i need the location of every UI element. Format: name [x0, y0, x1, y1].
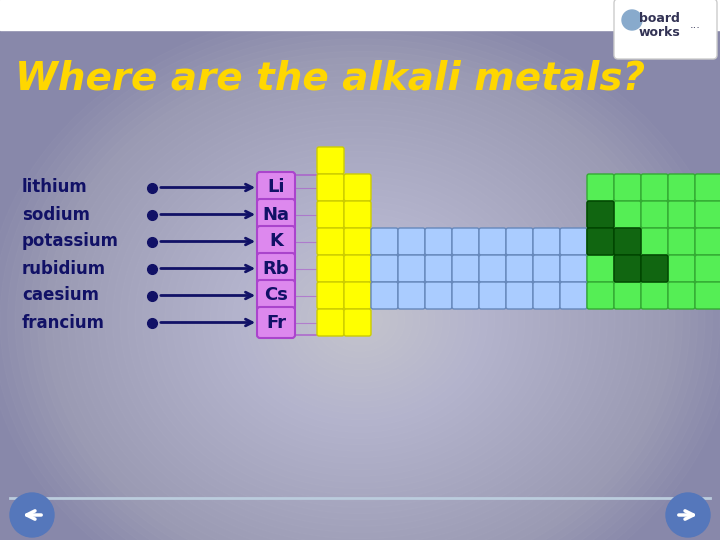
- FancyBboxPatch shape: [614, 201, 641, 228]
- FancyBboxPatch shape: [317, 282, 344, 309]
- FancyBboxPatch shape: [695, 255, 720, 282]
- Circle shape: [622, 10, 642, 30]
- FancyBboxPatch shape: [587, 228, 614, 255]
- FancyBboxPatch shape: [614, 0, 717, 59]
- FancyBboxPatch shape: [560, 282, 587, 309]
- FancyBboxPatch shape: [317, 228, 344, 255]
- Text: K: K: [269, 233, 283, 251]
- FancyBboxPatch shape: [587, 201, 614, 228]
- Text: Na: Na: [263, 206, 289, 224]
- FancyBboxPatch shape: [614, 228, 641, 255]
- FancyBboxPatch shape: [587, 174, 614, 201]
- FancyBboxPatch shape: [506, 282, 533, 309]
- FancyBboxPatch shape: [371, 228, 398, 255]
- FancyBboxPatch shape: [425, 282, 452, 309]
- FancyBboxPatch shape: [344, 201, 371, 228]
- FancyBboxPatch shape: [587, 228, 614, 255]
- FancyBboxPatch shape: [668, 255, 695, 282]
- FancyBboxPatch shape: [641, 174, 668, 201]
- FancyBboxPatch shape: [695, 282, 720, 309]
- FancyBboxPatch shape: [317, 147, 344, 174]
- Text: Fr: Fr: [266, 314, 286, 332]
- FancyBboxPatch shape: [317, 255, 344, 282]
- FancyBboxPatch shape: [641, 282, 668, 309]
- FancyBboxPatch shape: [614, 282, 641, 309]
- Text: Where are the alkali metals?: Where are the alkali metals?: [15, 59, 645, 97]
- FancyBboxPatch shape: [398, 228, 425, 255]
- FancyBboxPatch shape: [344, 228, 371, 255]
- FancyBboxPatch shape: [614, 255, 641, 282]
- FancyBboxPatch shape: [257, 172, 295, 203]
- Text: Cs: Cs: [264, 287, 288, 305]
- Text: Rb: Rb: [263, 260, 289, 278]
- FancyBboxPatch shape: [452, 282, 479, 309]
- FancyBboxPatch shape: [479, 282, 506, 309]
- FancyBboxPatch shape: [560, 228, 587, 255]
- FancyBboxPatch shape: [317, 309, 344, 336]
- FancyBboxPatch shape: [587, 201, 614, 228]
- FancyBboxPatch shape: [533, 282, 560, 309]
- FancyBboxPatch shape: [668, 174, 695, 201]
- FancyBboxPatch shape: [479, 255, 506, 282]
- FancyBboxPatch shape: [257, 280, 295, 311]
- FancyBboxPatch shape: [257, 307, 295, 338]
- FancyBboxPatch shape: [668, 201, 695, 228]
- Text: potassium: potassium: [22, 233, 119, 251]
- Text: works: works: [638, 25, 680, 38]
- Circle shape: [666, 493, 710, 537]
- FancyBboxPatch shape: [452, 228, 479, 255]
- Circle shape: [10, 493, 54, 537]
- FancyBboxPatch shape: [479, 228, 506, 255]
- Text: caesium: caesium: [22, 287, 99, 305]
- FancyBboxPatch shape: [668, 282, 695, 309]
- FancyBboxPatch shape: [668, 228, 695, 255]
- FancyBboxPatch shape: [257, 253, 295, 284]
- FancyBboxPatch shape: [425, 255, 452, 282]
- FancyBboxPatch shape: [614, 255, 641, 282]
- FancyBboxPatch shape: [587, 282, 614, 309]
- FancyBboxPatch shape: [398, 282, 425, 309]
- FancyBboxPatch shape: [695, 201, 720, 228]
- FancyBboxPatch shape: [344, 174, 371, 201]
- FancyBboxPatch shape: [641, 201, 668, 228]
- FancyBboxPatch shape: [317, 201, 344, 228]
- Text: board: board: [639, 11, 680, 24]
- FancyBboxPatch shape: [695, 228, 720, 255]
- FancyBboxPatch shape: [398, 255, 425, 282]
- Text: rubidium: rubidium: [22, 260, 106, 278]
- FancyBboxPatch shape: [344, 309, 371, 336]
- FancyBboxPatch shape: [317, 174, 344, 201]
- Text: Li: Li: [267, 179, 284, 197]
- FancyBboxPatch shape: [587, 255, 614, 282]
- Text: sodium: sodium: [22, 206, 90, 224]
- Bar: [0, 0, 720, 30]
- FancyBboxPatch shape: [344, 282, 371, 309]
- FancyBboxPatch shape: [257, 199, 295, 230]
- FancyBboxPatch shape: [641, 228, 668, 255]
- FancyBboxPatch shape: [506, 228, 533, 255]
- FancyBboxPatch shape: [695, 174, 720, 201]
- FancyBboxPatch shape: [344, 255, 371, 282]
- FancyBboxPatch shape: [641, 255, 668, 282]
- Text: ...: ...: [690, 20, 701, 30]
- FancyBboxPatch shape: [257, 226, 295, 257]
- FancyBboxPatch shape: [641, 255, 668, 282]
- FancyBboxPatch shape: [533, 255, 560, 282]
- Text: francium: francium: [22, 314, 105, 332]
- FancyBboxPatch shape: [560, 255, 587, 282]
- FancyBboxPatch shape: [452, 255, 479, 282]
- FancyBboxPatch shape: [614, 228, 641, 255]
- FancyBboxPatch shape: [371, 282, 398, 309]
- FancyBboxPatch shape: [371, 255, 398, 282]
- FancyBboxPatch shape: [425, 228, 452, 255]
- Text: lithium: lithium: [22, 179, 88, 197]
- FancyBboxPatch shape: [506, 255, 533, 282]
- FancyBboxPatch shape: [533, 228, 560, 255]
- FancyBboxPatch shape: [614, 174, 641, 201]
